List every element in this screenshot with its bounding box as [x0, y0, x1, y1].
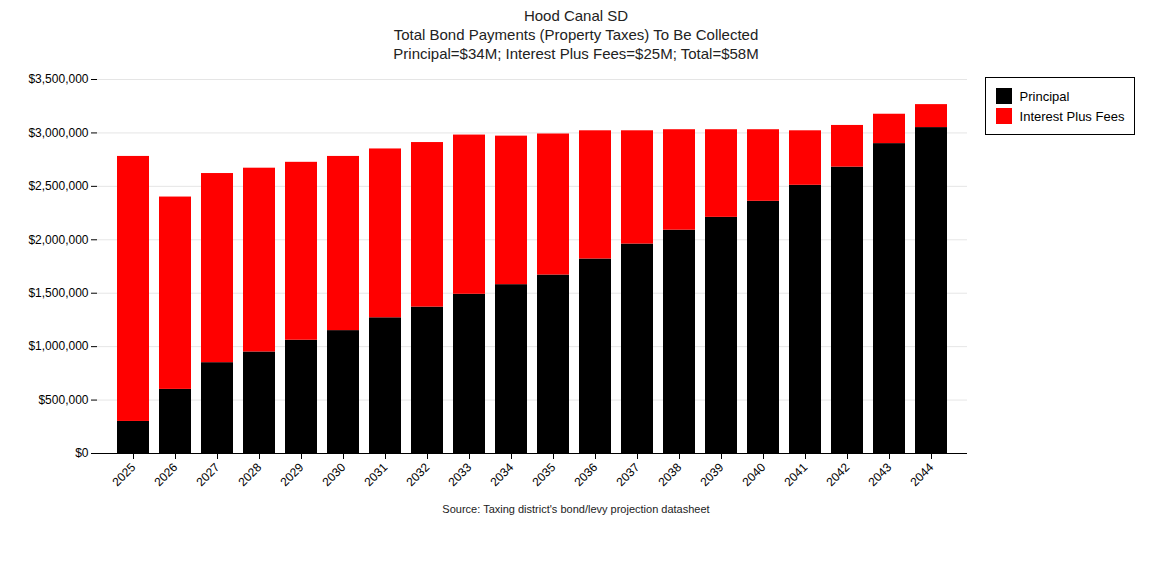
- svg-text:2033: 2033: [445, 460, 474, 489]
- svg-text:2027: 2027: [193, 460, 222, 489]
- html-text:Source: Taxing district's bond: Source: Taxing district's bond/levy proj…: [442, 503, 710, 515]
- svg-text:2032: 2032: [403, 460, 432, 489]
- svg-text:$2,000,000: $2,000,000: [28, 233, 88, 247]
- svg-text:$3,500,000: $3,500,000: [28, 72, 88, 86]
- svg-text:2037: 2037: [613, 460, 642, 489]
- html-text:Interest Plus Fees: Interest Plus Fees: [1019, 108, 1125, 124]
- svg-text:2031: 2031: [361, 460, 390, 489]
- svg-text:2043: 2043: [865, 460, 894, 489]
- html-text:Principal: Principal: [1019, 88, 1070, 104]
- html-text:Principal=$34M; Interest Plus: Principal=$34M; Interest Plus Fees=$25M;…: [393, 45, 759, 62]
- svg-text:2035: 2035: [529, 460, 558, 489]
- svg-text:2039: 2039: [697, 460, 726, 489]
- svg-text:$1,000,000: $1,000,000: [28, 339, 88, 353]
- svg-text:2042: 2042: [823, 460, 852, 489]
- svg-text:$1,500,000: $1,500,000: [28, 286, 88, 300]
- svg-text:2026: 2026: [151, 460, 180, 489]
- svg-text:2030: 2030: [319, 460, 348, 489]
- svg-text:2029: 2029: [277, 460, 306, 489]
- svg-text:2034: 2034: [487, 460, 516, 489]
- svg-text:2038: 2038: [655, 460, 684, 489]
- html-text:Total Bond Payments (Property: Total Bond Payments (Property Taxes) To …: [393, 26, 759, 43]
- svg-text:2040: 2040: [739, 460, 768, 489]
- svg-text:2044: 2044: [907, 460, 936, 489]
- svg-text:2036: 2036: [571, 460, 600, 489]
- svg-text:$2,500,000: $2,500,000: [28, 179, 88, 193]
- svg-text:2025: 2025: [109, 460, 138, 489]
- svg-text:$0: $0: [75, 446, 89, 460]
- html-text:Hood Canal SD: Hood Canal SD: [523, 7, 629, 24]
- svg-text:2041: 2041: [781, 460, 810, 489]
- svg-text:$500,000: $500,000: [38, 393, 88, 407]
- svg-text:$3,000,000: $3,000,000: [28, 126, 88, 140]
- svg-text:2028: 2028: [235, 460, 264, 489]
